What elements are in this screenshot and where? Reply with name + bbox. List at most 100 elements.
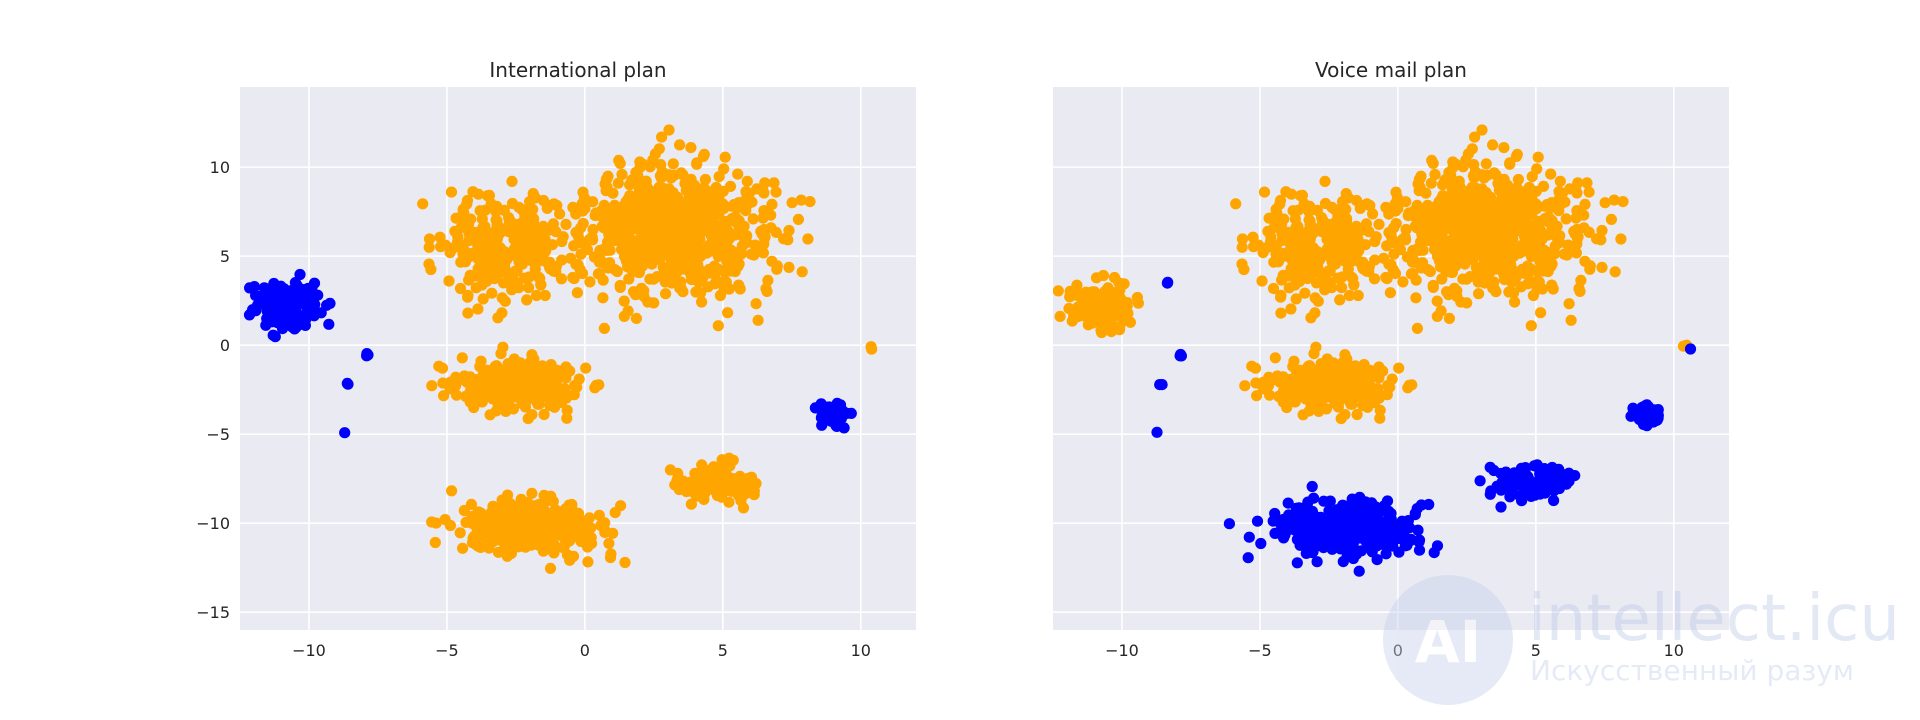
scatter-point: [1535, 260, 1547, 272]
scatter-point: [590, 379, 602, 391]
scatter-point: [1579, 255, 1591, 267]
scatter-point: [1545, 168, 1557, 180]
scatter-point: [1303, 206, 1315, 218]
scatter-point: [802, 233, 814, 245]
scatter-point: [1495, 184, 1507, 196]
scatter-point: [1315, 358, 1327, 370]
scatter-point: [1537, 180, 1550, 192]
scatter-point: [699, 173, 712, 186]
scatter-point: [1326, 543, 1338, 555]
scatter-point: [584, 276, 596, 288]
scatter-point: [1480, 187, 1492, 199]
scatter-point: [495, 348, 507, 360]
scatter-point: [667, 187, 679, 199]
scatter-point: [1255, 537, 1267, 550]
scatter-point: [757, 247, 770, 259]
scatter-point: [1294, 275, 1306, 287]
scatter-point: [1347, 552, 1359, 565]
scatter-point: [1378, 252, 1390, 264]
scatter-point: [1294, 190, 1307, 202]
scatter-point: [539, 496, 551, 508]
scatter-point: [1342, 263, 1354, 275]
scatter-point: [865, 341, 877, 353]
scatter-point: [1548, 485, 1560, 497]
scatter-point: [1338, 225, 1350, 237]
scatter-point: [476, 213, 488, 225]
scatter-point: [1565, 314, 1577, 326]
scatter-point: [597, 292, 609, 304]
scatter-point: [1450, 231, 1462, 243]
scatter-point: [708, 260, 721, 272]
scatter-point: [1407, 253, 1419, 265]
scatter-point: [1412, 218, 1424, 231]
scatter-point: [1532, 151, 1544, 163]
scatter-point: [1553, 205, 1565, 217]
scatter-point: [1584, 263, 1596, 275]
scatter-point: [515, 221, 528, 233]
scatter-point: [676, 243, 688, 255]
scatter-point: [1535, 307, 1547, 319]
scatter-point: [1308, 348, 1320, 360]
scatter-point: [733, 476, 745, 488]
scatter-point: [1510, 150, 1522, 162]
scatter-point: [1403, 379, 1415, 391]
scatter-point: [1411, 322, 1423, 334]
scatter-point: [490, 237, 502, 250]
scatter-point: [1349, 532, 1361, 544]
scatter-point: [592, 268, 605, 280]
scatter-point: [243, 309, 256, 321]
scatter-point: [555, 393, 567, 405]
scatter-point: [489, 360, 501, 373]
scatter-point: [528, 213, 540, 225]
scatter-point: [1287, 205, 1299, 217]
scatter-point: [1375, 518, 1387, 531]
scatter-point: [1479, 277, 1491, 289]
scatter-point: [559, 539, 571, 552]
scatter-point: [1346, 493, 1358, 505]
scatter-point: [1324, 495, 1336, 507]
scatter-point: [1325, 392, 1337, 404]
scatter-point: [561, 404, 573, 416]
scatter-point: [1443, 222, 1455, 235]
scatter-point: [269, 331, 281, 343]
scatter-point: [683, 254, 695, 267]
scatter-point: [539, 289, 551, 302]
scatter-point: [618, 310, 630, 322]
scatter-point: [423, 241, 435, 253]
scatter-point: [733, 197, 745, 209]
scatter-point: [702, 281, 714, 293]
scatter-point: [666, 277, 678, 289]
scatter-point: [308, 277, 321, 289]
scatter-point: [1256, 275, 1268, 287]
scatter-point: [1508, 202, 1520, 214]
scatter-point: [1506, 222, 1518, 234]
scatter-point: [1351, 408, 1363, 421]
scatter-point: [697, 150, 710, 162]
scatter-point: [434, 231, 446, 243]
scatter-point: [633, 202, 645, 214]
scatter-point: [724, 479, 736, 491]
scatter-point: [594, 253, 606, 265]
scatter-point: [685, 498, 698, 510]
scatter-point: [1334, 248, 1346, 260]
scatter-point: [437, 377, 449, 389]
scatter-point: [1505, 246, 1517, 258]
scatter-point: [560, 218, 572, 230]
scatter-point: [722, 307, 734, 319]
scatter-point: [1373, 218, 1385, 230]
scatter-point: [652, 252, 664, 264]
scatter-point: [1396, 515, 1408, 527]
scatter-point: [1297, 409, 1309, 421]
scatter-point: [276, 323, 289, 335]
scatter-point: [1397, 276, 1409, 288]
scatter-point: [1516, 495, 1528, 507]
scatter-point: [1309, 307, 1321, 319]
scatter-point: [506, 284, 518, 296]
scatter-point: [770, 226, 782, 238]
scatter-point: [613, 223, 626, 235]
scatter-point: [1509, 296, 1521, 308]
scatter-point: [481, 190, 494, 202]
scatter-point: [570, 208, 582, 220]
scatter-point: [523, 271, 535, 283]
scatter-point: [1523, 476, 1535, 488]
